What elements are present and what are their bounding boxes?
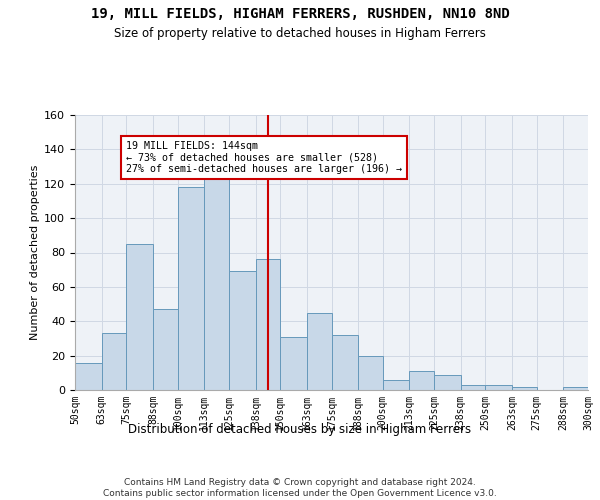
Bar <box>434 374 461 390</box>
Bar <box>178 187 204 390</box>
Bar <box>256 260 280 390</box>
Bar <box>280 336 307 390</box>
Bar <box>512 386 537 390</box>
Bar <box>307 312 331 390</box>
Bar <box>461 385 485 390</box>
Bar <box>331 335 358 390</box>
Text: 19 MILL FIELDS: 144sqm
← 73% of detached houses are smaller (528)
27% of semi-de: 19 MILL FIELDS: 144sqm ← 73% of detached… <box>127 141 403 174</box>
Text: 19, MILL FIELDS, HIGHAM FERRERS, RUSHDEN, NN10 8ND: 19, MILL FIELDS, HIGHAM FERRERS, RUSHDEN… <box>91 8 509 22</box>
Bar <box>409 371 434 390</box>
Bar <box>204 172 229 390</box>
Y-axis label: Number of detached properties: Number of detached properties <box>30 165 40 340</box>
Bar <box>383 380 409 390</box>
Text: Distribution of detached houses by size in Higham Ferrers: Distribution of detached houses by size … <box>128 422 472 436</box>
Bar <box>101 334 127 390</box>
Bar <box>229 272 256 390</box>
Bar <box>485 385 512 390</box>
Bar <box>358 356 383 390</box>
Bar <box>563 386 588 390</box>
Bar <box>127 244 153 390</box>
Bar <box>75 362 101 390</box>
Text: Contains HM Land Registry data © Crown copyright and database right 2024.
Contai: Contains HM Land Registry data © Crown c… <box>103 478 497 498</box>
Bar <box>153 309 178 390</box>
Text: Size of property relative to detached houses in Higham Ferrers: Size of property relative to detached ho… <box>114 28 486 40</box>
